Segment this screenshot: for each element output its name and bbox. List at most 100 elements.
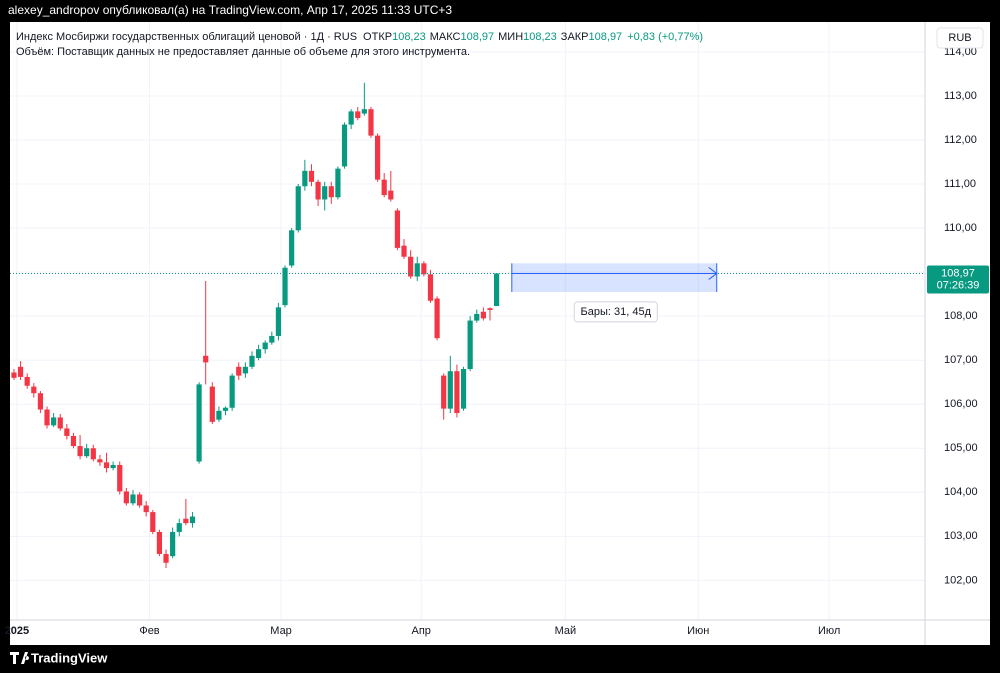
candle-body	[123, 491, 129, 504]
candle-body	[170, 531, 176, 557]
candle-body	[143, 505, 149, 513]
candle-body	[447, 371, 453, 409]
candle-body	[454, 371, 460, 414]
candle-body	[480, 311, 486, 319]
candle-body	[434, 298, 440, 339]
candle-body	[51, 417, 57, 426]
candle-body	[302, 170, 308, 187]
candle-body	[269, 335, 275, 343]
x-tick-label: 2025	[5, 625, 29, 637]
candle-body	[229, 375, 235, 408]
candle-body	[203, 355, 209, 363]
legend-change: +0,83 (+0,77%)	[627, 31, 703, 43]
candle-body	[394, 210, 401, 248]
publisher: alexey_andropov опубликовал(а) на Tradin…	[8, 3, 452, 17]
candle-body	[64, 428, 70, 436]
logo	[10, 652, 30, 664]
x-tick-label: Май	[555, 625, 577, 637]
candle-body	[421, 263, 427, 275]
x-tick-label: Фев	[139, 625, 159, 637]
candle-body	[117, 464, 123, 492]
volume-note: Объём: Поставщик данных не предоставляет…	[16, 46, 470, 58]
candle-body	[44, 409, 50, 426]
candle-body	[368, 109, 374, 136]
candle-body	[427, 274, 434, 301]
candle-body	[242, 366, 248, 374]
legend-label: МИН	[498, 31, 523, 43]
currency[interactable]: RUB	[948, 32, 971, 44]
candle-body	[176, 523, 182, 532]
candle-body	[328, 186, 334, 198]
candle-body	[255, 349, 262, 358]
candle-body	[31, 386, 37, 394]
candle-body	[348, 111, 354, 125]
y-tick-label: 114,00	[944, 46, 977, 58]
candle-body	[388, 190, 394, 200]
y-tick-label: 110,00	[944, 222, 977, 234]
candle-body	[322, 186, 328, 200]
candle-body	[361, 109, 367, 114]
candle-body	[57, 417, 63, 429]
legend-value: 108,23	[523, 31, 557, 43]
candle-body	[110, 464, 116, 469]
candle-body	[374, 135, 381, 180]
candle-body	[493, 273, 500, 307]
legend-label: ОТКР	[363, 31, 392, 43]
candle-body	[77, 446, 83, 457]
y-tick-label: 105,00	[944, 442, 978, 454]
measure-arrowhead	[708, 267, 718, 280]
candle-body	[17, 366, 24, 377]
candle-body	[295, 186, 301, 231]
candle-body	[216, 410, 222, 420]
legend-value: 108,97	[589, 31, 623, 43]
candle-body	[441, 375, 447, 409]
currency-box[interactable]	[936, 27, 984, 49]
candle-body	[37, 393, 44, 410]
y-tick-label: 112,00	[944, 134, 977, 146]
y-tick-label: 106,00	[944, 398, 978, 410]
brand: TradingView	[31, 650, 108, 665]
legend-label: МАКС	[430, 31, 461, 43]
title: Индекс Мосбиржи государственных облигаци…	[16, 31, 357, 43]
legend-value: 108,97	[460, 31, 494, 43]
y-tick-label: 104,00	[944, 486, 978, 498]
candle-body	[84, 448, 90, 457]
candle-body	[487, 308, 493, 310]
legend-value: 108,23	[392, 31, 426, 43]
candle-body	[222, 407, 229, 411]
candle-body	[262, 342, 268, 350]
legend-label: ЗАКР	[561, 31, 589, 43]
candle-body	[183, 518, 189, 524]
candle-body	[341, 124, 348, 167]
candle-body	[70, 435, 77, 447]
candle-body	[249, 355, 255, 367]
candle-body	[315, 181, 321, 200]
y-tick-label: 103,00	[944, 530, 978, 542]
candle-body	[24, 376, 30, 386]
candle-body	[408, 256, 414, 277]
candle-body	[196, 384, 202, 462]
x-tick-label: Июл	[818, 625, 840, 637]
candle-body	[236, 366, 242, 376]
y-tick-label: 108,00	[944, 310, 978, 322]
candle-body	[275, 307, 282, 336]
candle-body	[156, 531, 163, 554]
candle-body	[414, 263, 420, 277]
candle-body	[97, 459, 103, 463]
candle-body	[90, 448, 96, 460]
axes: 102,00 103,00 104,00 105,00 106,00 107,00 108,…	[5, 46, 989, 637]
candle-body	[289, 230, 295, 266]
x-tick-label: Апр	[412, 625, 431, 637]
legend: Индекс Мосбиржи государственных облигаци…	[16, 31, 703, 43]
grid	[10, 22, 925, 620]
candle-body	[189, 516, 196, 524]
candle-body	[209, 386, 215, 422]
candle-body	[282, 267, 288, 306]
candle-body	[130, 494, 136, 504]
measure-box	[511, 263, 717, 292]
measure-label: Бары: 31, 45д	[581, 306, 652, 318]
candle-body	[474, 313, 480, 321]
y-tick-label: 107,00	[944, 354, 978, 366]
candle-body	[401, 245, 407, 257]
